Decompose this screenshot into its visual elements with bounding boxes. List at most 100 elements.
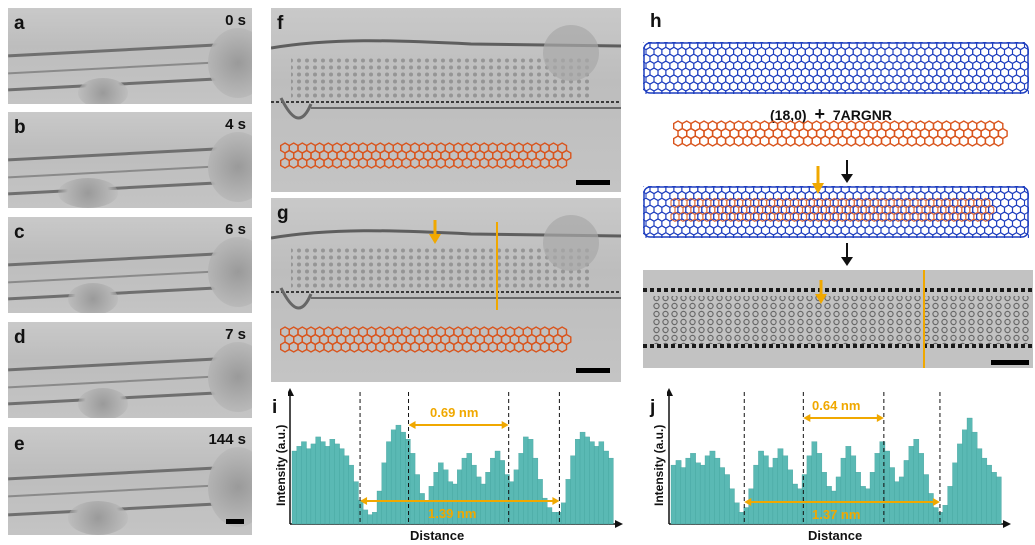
profile-bar (513, 469, 520, 525)
profile-bar (348, 464, 354, 525)
profile-bar (864, 488, 871, 525)
profile-bar (414, 474, 420, 525)
dimension-large-j: 1.37 nm (812, 507, 861, 522)
timestamp-a: 0 s (225, 12, 246, 29)
profile-bar (490, 457, 496, 525)
profile-bar (724, 474, 730, 525)
profile-bar (301, 441, 307, 525)
profile-bar (976, 448, 983, 525)
tem-frame-d: d 7 s (8, 322, 252, 418)
y-axis-label-i: Intensity (a.u.) (274, 424, 288, 506)
profile-bar (699, 464, 706, 525)
profile-bar (357, 500, 364, 525)
profile-bar (986, 464, 992, 525)
profile-bar (551, 512, 557, 525)
x-axis-label-i: Distance (410, 528, 465, 543)
graphene-ribbon-model-h (673, 120, 1008, 147)
hex-lattice (670, 197, 995, 223)
profile-bar (889, 467, 895, 525)
profile-bar (570, 455, 576, 525)
profile-bar (942, 505, 949, 525)
profile-bar (758, 450, 764, 525)
x-axis-label-j: Distance (808, 528, 863, 543)
panel-label-i: i (272, 397, 278, 418)
intensity-profile-j (667, 388, 1011, 528)
profile-bar (962, 429, 968, 525)
scale-bar-g (576, 368, 610, 373)
profile-bar (923, 474, 929, 525)
profile-bar (932, 507, 939, 525)
profile-bar (918, 453, 924, 525)
profile-bar (405, 439, 411, 525)
profile-bar (782, 455, 789, 525)
panel-label-d: d (14, 327, 26, 348)
profile-bar (575, 439, 581, 525)
hex-lattice (673, 120, 1008, 147)
profile-bar (869, 472, 876, 525)
arrowhead-left-icon (408, 421, 416, 429)
y-axis-label-j: Intensity (a.u.) (652, 424, 666, 506)
profile-bar (367, 514, 373, 525)
profile-bar (400, 431, 406, 525)
profile-bar (419, 493, 425, 525)
profile-bar (334, 443, 340, 525)
profile-bar (772, 457, 779, 525)
profile-bar (376, 490, 383, 525)
dimension-small-j: 0.64 nm (812, 398, 861, 413)
profile-bar (884, 450, 890, 525)
profile-bar (874, 453, 881, 525)
profile-bar (777, 448, 784, 525)
profile-bar (928, 493, 934, 525)
profile-bar (409, 453, 416, 525)
down-arrow-icon (841, 160, 853, 183)
panel-label-b: b (14, 117, 26, 138)
tem-frame-b: b 4 s (8, 112, 252, 208)
nanotube-index: (18,0) (770, 107, 807, 123)
profile-bar (792, 483, 798, 525)
profile-bar (995, 476, 1002, 525)
profile-bar (714, 457, 721, 525)
tem-frame-f-art (271, 25, 621, 120)
profile-bar (532, 457, 539, 525)
profile-bar (695, 462, 701, 525)
dimension-small-i: 0.69 nm (430, 405, 479, 420)
y-axis-arrow-icon (667, 388, 673, 396)
profile-bar (981, 457, 988, 525)
profile-bar (598, 441, 605, 525)
scale-bar-e (226, 519, 244, 524)
profile-bar (518, 453, 524, 525)
profile-bar (339, 448, 345, 525)
profile-bar (499, 460, 505, 525)
profile-bar (306, 448, 312, 525)
profile-bar (787, 469, 793, 525)
profile-bar (680, 467, 687, 525)
profile-bar (797, 488, 803, 525)
profile-bar (546, 507, 553, 525)
profile-bar (579, 431, 586, 525)
intensity-profile-i (288, 388, 623, 528)
profile-bar (527, 439, 534, 525)
profile-bar (966, 417, 973, 525)
y-axis-arrow-icon (288, 388, 294, 396)
profile-bar (675, 460, 682, 525)
profile-bar (738, 512, 745, 525)
tem-frame-e: e 144 s (8, 427, 252, 535)
panel-label-h: h (650, 11, 662, 32)
profile-bar (704, 455, 711, 525)
profile-bar (565, 479, 572, 525)
profile-bar (937, 512, 944, 525)
arrowhead-left-icon (803, 414, 811, 422)
profile-bar (508, 481, 515, 525)
profile-bar (709, 450, 716, 525)
profile-bar (291, 450, 298, 525)
profile-bar (733, 502, 740, 525)
profile-bar (603, 450, 609, 525)
profile-bar (952, 462, 958, 525)
profile-bar (390, 429, 397, 525)
profile-bar (898, 476, 905, 525)
profile-bar (690, 453, 696, 525)
simulated-tem-image (643, 270, 1033, 368)
timestamp-c: 6 s (225, 221, 246, 238)
plus-sign: + (814, 104, 825, 124)
profile-bar (729, 488, 735, 525)
